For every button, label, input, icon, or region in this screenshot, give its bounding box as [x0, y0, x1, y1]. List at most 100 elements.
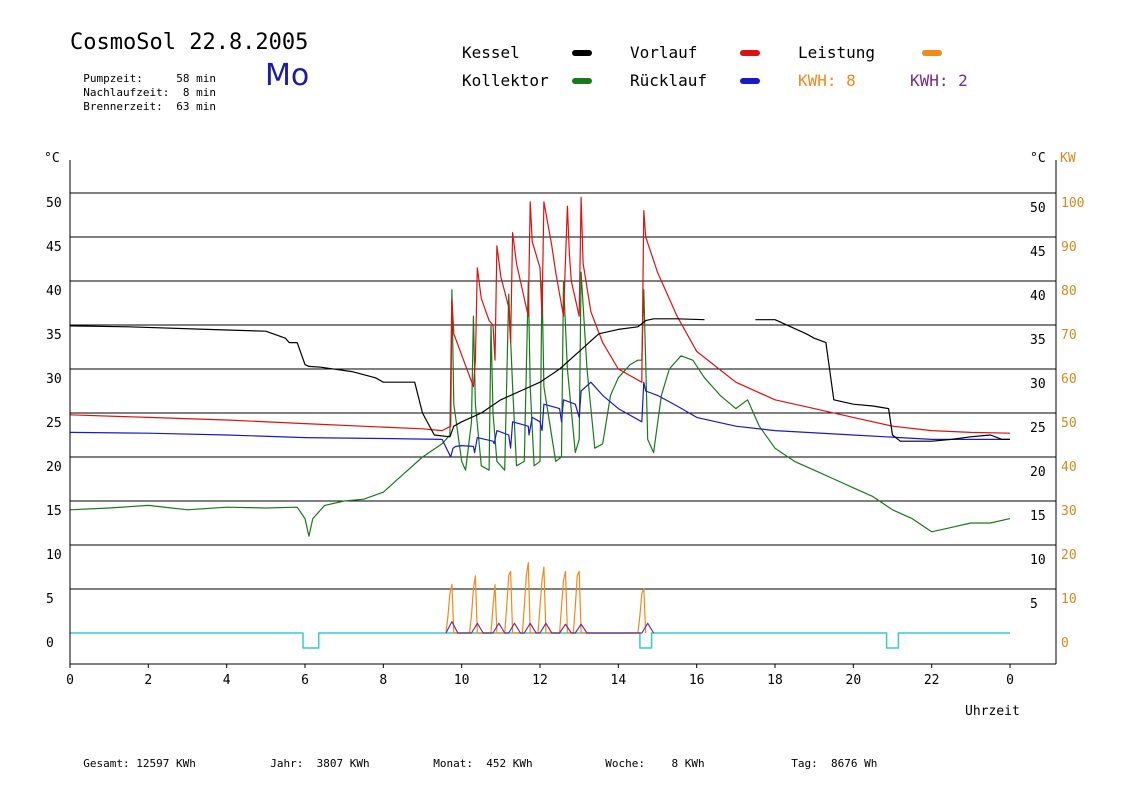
x-tick-label: 12 — [532, 673, 548, 688]
y-tick-right-kw: 0 — [1061, 636, 1069, 651]
y-tick-right-kw: 90 — [1061, 240, 1077, 255]
x-tick-label: 10 — [454, 673, 470, 688]
series-leistung — [445, 561, 647, 634]
y-tick-right-kw: 10 — [1061, 592, 1077, 607]
x-tick-label: 4 — [223, 673, 231, 688]
y-tick-right: 25 — [1030, 421, 1046, 436]
tick-labels: 0510152025303540455051015202530354045500… — [46, 196, 1084, 688]
x-tick-label: 18 — [767, 673, 783, 688]
series-kollektor — [69, 271, 1011, 537]
weekday-label: Mo — [265, 58, 310, 93]
x-tick-label: 0 — [1006, 673, 1014, 688]
y-tick-right: 40 — [1030, 289, 1046, 304]
series-kessel — [69, 318, 705, 438]
y-tick-left: 5 — [46, 592, 54, 607]
y-tick-left: 10 — [46, 548, 62, 563]
legend-leistung-label: Leistung — [798, 43, 876, 62]
y-tick-right-kw: 50 — [1061, 416, 1077, 431]
right-axis-kw-unit: KW — [1060, 151, 1076, 166]
x-tick-label: 16 — [689, 673, 705, 688]
stat-label: Woche: — [605, 757, 645, 770]
stat-value: 8676 Wh — [831, 757, 878, 770]
stat-label: Gesamt: — [83, 757, 130, 770]
legend-kwh-1: KWH: 8 — [798, 71, 856, 90]
legend-vorlauf-label: Vorlauf — [630, 43, 698, 62]
y-tick-right: 50 — [1030, 201, 1046, 216]
y-tick-left: 40 — [46, 284, 62, 299]
stat-woche: Woche: 8 KWh — [592, 744, 705, 770]
x-tick-label: 22 — [924, 673, 940, 688]
legend-vorlauf-swatch — [740, 50, 760, 56]
y-tick-right: 15 — [1030, 509, 1046, 524]
x-tick-label: 6 — [301, 673, 309, 688]
y-tick-right: 10 — [1030, 553, 1046, 568]
legend-leistung-swatch — [922, 50, 942, 56]
y-tick-right: 35 — [1030, 333, 1046, 348]
info-nachlaufzeit: Nachlaufzeit: 8 min — [70, 73, 216, 99]
series-kessel — [755, 319, 1010, 442]
stat-tag: Tag: 8676 Wh — [778, 744, 877, 770]
legend-kwh-2: KWH: 2 — [910, 71, 968, 90]
legend-kollektor-label: Kollektor — [462, 71, 549, 90]
y-tick-left: 35 — [46, 328, 62, 343]
legend-ruecklauf-swatch — [740, 78, 760, 84]
series-ruecklauf — [69, 381, 1010, 458]
y-tick-left: 30 — [46, 372, 62, 387]
y-tick-right-kw: 70 — [1061, 328, 1077, 343]
y-tick-left: 25 — [46, 416, 62, 431]
right-axis-unit: °C — [1030, 151, 1046, 166]
series-vorlauf — [69, 196, 1011, 434]
y-tick-right: 45 — [1030, 245, 1046, 260]
axes: °C °C KW Uhrzeit — [44, 151, 1076, 719]
left-axis-unit: °C — [44, 151, 60, 166]
info-label: Pumpzeit: — [83, 72, 143, 85]
stat-monat: Monat: 452 KWh — [420, 744, 533, 770]
legend-kessel-swatch — [572, 50, 592, 56]
stat-value: 12597 KWh — [136, 757, 196, 770]
grid-lines — [70, 192, 1056, 590]
info-brennerzeit: Brennerzeit: 63 min — [70, 87, 216, 113]
stat-jahr: Jahr: 3807 KWh — [257, 744, 370, 770]
series-lines — [69, 196, 1011, 649]
chart-title: CosmoSol 22.8.2005 — [70, 30, 309, 55]
legend-ruecklauf-label: Rücklauf — [630, 71, 708, 90]
y-tick-right-kw: 100 — [1061, 196, 1084, 211]
x-axis-label: Uhrzeit — [965, 704, 1020, 719]
y-tick-right-kw: 40 — [1061, 460, 1077, 475]
info-pumpzeit: Pumpzeit: 58 min — [70, 59, 216, 85]
stat-label: Tag: — [791, 757, 818, 770]
series-kwh2 — [445, 620, 655, 634]
y-tick-right: 5 — [1030, 597, 1038, 612]
info-label: Nachlaufzeit: — [83, 86, 170, 99]
y-tick-left: 0 — [46, 636, 54, 651]
x-tick-label: 14 — [611, 673, 627, 688]
y-tick-right-kw: 80 — [1061, 284, 1077, 299]
y-tick-left: 45 — [46, 240, 62, 255]
y-tick-left: 50 — [46, 196, 62, 211]
y-tick-left: 20 — [46, 460, 62, 475]
info-value: 63 min — [176, 100, 216, 113]
x-tick-label: 2 — [144, 673, 152, 688]
stat-value: 8 KWh — [671, 757, 705, 770]
info-label: Brennerzeit: — [83, 100, 163, 113]
stat-gesamt: Gesamt: 12597 KWh — [70, 744, 196, 770]
y-tick-right: 30 — [1030, 377, 1046, 392]
legend-kessel-label: Kessel — [462, 43, 520, 62]
x-tick-label: 20 — [846, 673, 862, 688]
stat-value: 3807 KWh — [316, 757, 370, 770]
y-tick-right-kw: 60 — [1061, 372, 1077, 387]
info-value: 8 min — [182, 86, 216, 99]
x-tick-label: 0 — [66, 673, 74, 688]
y-tick-right: 20 — [1030, 465, 1046, 480]
y-tick-left: 15 — [46, 504, 62, 519]
stat-value: 452 KWh — [486, 757, 533, 770]
stat-label: Monat: — [433, 757, 473, 770]
stat-label: Jahr: — [270, 757, 304, 770]
info-value: 58 min — [176, 72, 216, 85]
series-baseline — [70, 632, 1010, 649]
y-tick-right-kw: 20 — [1061, 548, 1077, 563]
legend-kollektor-swatch — [572, 78, 592, 84]
y-tick-right-kw: 30 — [1061, 504, 1077, 519]
x-tick-label: 8 — [379, 673, 387, 688]
